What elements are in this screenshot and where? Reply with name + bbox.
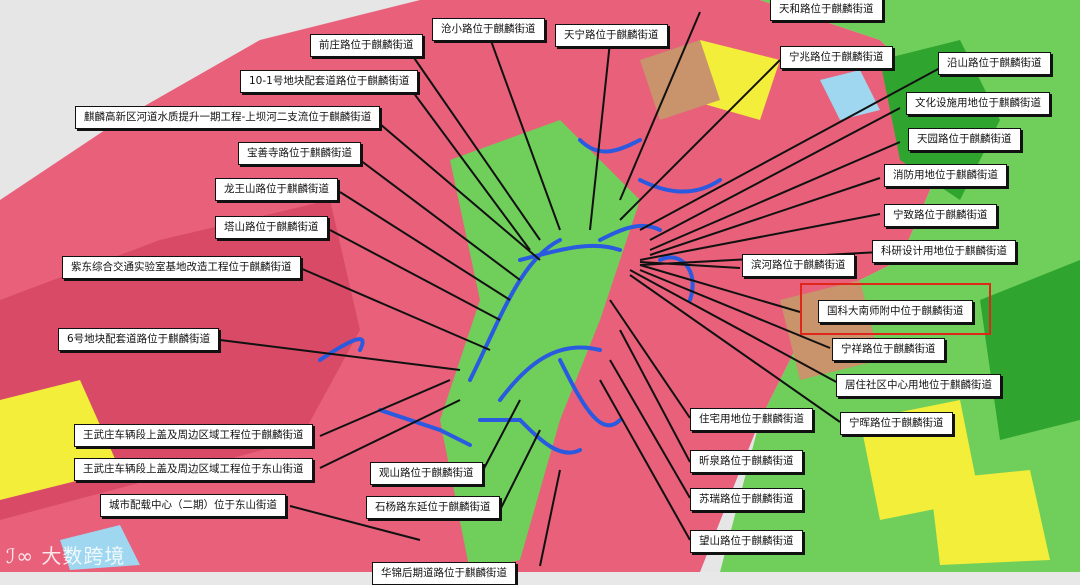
yellow-zone-4 bbox=[930, 470, 1050, 565]
label-qianzhuang-road: 前庄路位于麒麟街道 bbox=[310, 34, 423, 57]
label-wangwuzhuang-qilin: 王武庄车辆段上盖及周边区域工程位于麒麟街道 bbox=[74, 424, 313, 447]
label-tianning-road: 天宁路位于麒麟街道 bbox=[555, 24, 668, 47]
label-tianhe-road: 天和路位于麒麟街道 bbox=[770, 0, 883, 21]
label-residential-land: 住宅用地位于麒麟街道 bbox=[690, 408, 813, 431]
dark-green-zone bbox=[880, 40, 1000, 200]
label-city-distribution-center: 城市配载中心（二期）位于东山街道 bbox=[100, 494, 286, 517]
brown-zone-2 bbox=[640, 40, 720, 120]
label-gkd-nanshi-high-school: 国科大南师附中位于麒麟街道 bbox=[818, 300, 973, 323]
label-xinquan-road: 昕泉路位于麒麟街道 bbox=[690, 450, 803, 473]
road-network bbox=[318, 138, 722, 455]
label-ningzhao-road: 宁兆路位于麒麟街道 bbox=[780, 46, 893, 69]
watermark-text: 大数跨境 bbox=[41, 544, 126, 568]
label-ningxiang-road: 宁祥路位于麒麟街道 bbox=[832, 338, 945, 361]
label-surui-road: 苏瑞路位于麒麟街道 bbox=[690, 488, 803, 511]
label-wangshan-road: 望山路位于麒麟街道 bbox=[690, 530, 803, 553]
water-body-2 bbox=[60, 525, 140, 570]
highlight-box bbox=[800, 283, 991, 335]
label-baoshansi-road: 宝善寺路位于麒麟街道 bbox=[238, 142, 361, 165]
label-10-1-plot-road: 10-1号地块配套道路位于麒麟街道 bbox=[240, 70, 419, 93]
label-longwangshan-road: 龙王山路位于麒麟街道 bbox=[215, 178, 338, 201]
label-fire-station-land: 消防用地位于麒麟街道 bbox=[884, 164, 1007, 187]
label-shiyang-road-extension: 石杨路东延位于麒麟街道 bbox=[366, 496, 500, 519]
watermark-logo: ℐ∞ 大数跨境 bbox=[6, 544, 126, 568]
label-residential-center-land: 居住社区中心用地位于麒麟街道 bbox=[836, 374, 1001, 397]
label-research-design-land: 科研设计用地位于麒麟街道 bbox=[872, 240, 1016, 263]
label-ningzhi-road: 宁致路位于麒麟街道 bbox=[884, 204, 997, 227]
label-wangwuzhuang-dongshan: 王武庄车辆段上盖及周边区域工程位于东山街道 bbox=[74, 458, 313, 481]
label-cultural-facility-land: 文化设施用地位于麒麟街道 bbox=[906, 92, 1050, 115]
label-guanshan-road: 观山路位于麒麟街道 bbox=[370, 462, 483, 485]
label-ninghui-road: 宁晖路位于麒麟街道 bbox=[840, 412, 953, 435]
label-river-water-quality-project: 麒麟高新区河道水质提升一期工程-上坝河二支流位于麒麟街道 bbox=[75, 106, 381, 129]
label-zidong-lab-project: 紫东综合交通实验室基地改造工程位于麒麟街道 bbox=[62, 256, 301, 279]
label-cangxiao-road: 沧小路位于麒麟街道 bbox=[432, 18, 545, 41]
label-huajin-later-road: 华锦后期道路位于麒麟街道 bbox=[372, 562, 516, 585]
leader-lines bbox=[219, 11, 941, 567]
label-yanshan-road: 沿山路位于麒麟街道 bbox=[938, 52, 1051, 75]
label-tianyuan-road: 天园路位于麒麟街道 bbox=[908, 128, 1021, 151]
label-binhe-road: 滨河路位于麒麟街道 bbox=[742, 254, 855, 277]
label-tashan-road: 塔山路位于麒麟街道 bbox=[215, 216, 328, 239]
dark-green-zone-2 bbox=[980, 260, 1080, 440]
label-plot-6-road: 6号地块配套道路位于麒麟街道 bbox=[58, 328, 220, 351]
